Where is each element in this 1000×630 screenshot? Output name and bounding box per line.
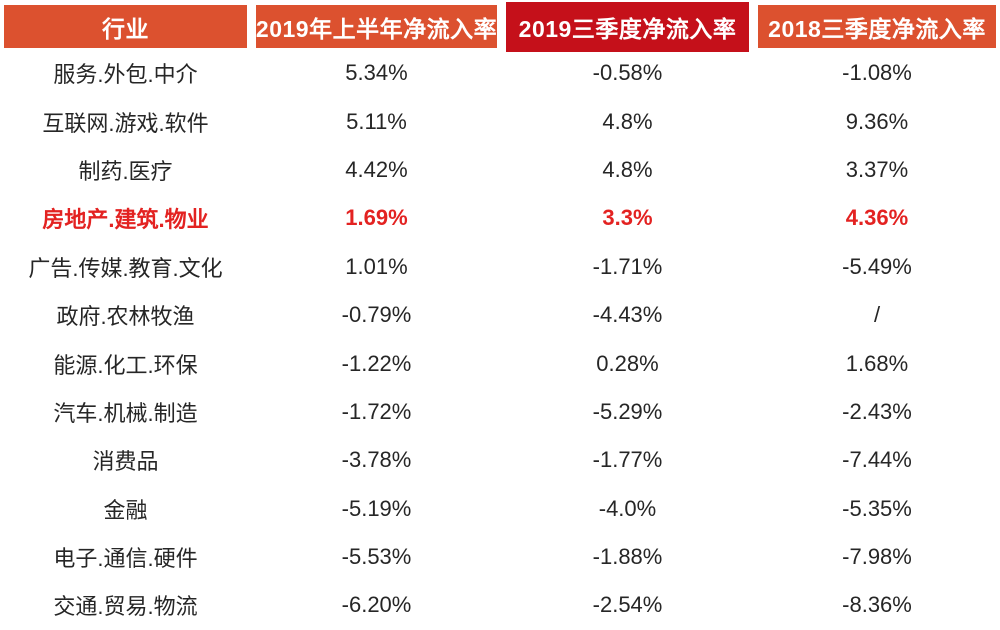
table-row: 政府.农林牧渔 -0.79% -4.43% / (4, 291, 996, 339)
industry-cell: 服务.外包.中介 (53, 62, 198, 88)
value-2019-q3-cell: 4.8% (602, 156, 653, 182)
column-header-2018-q3-net-inflow: 2018三季度净流入率 (758, 5, 996, 48)
industry-cell: 消费品 (92, 449, 159, 475)
value-2019-h1-cell: -0.79% (341, 302, 412, 328)
value-2018-q3-cell: 4.36% (845, 205, 909, 231)
table-row: 消费品 -3.78% -1.77% -7.44% (4, 436, 996, 484)
value-2018-q3-cell: -5.35% (842, 495, 912, 521)
value-2018-q3-cell: / (873, 302, 881, 328)
value-2019-h1-cell: 5.34% (345, 60, 408, 86)
table-header-row: 行业 2019年上半年净流入率 2019三季度净流入率 2018三季度净流入率 (4, 1, 996, 52)
value-2019-q3-cell: -4.43% (592, 302, 663, 328)
value-2019-q3-cell: -0.58% (592, 60, 663, 86)
value-2019-q3-cell: -2.54% (592, 592, 663, 618)
table-row: 交通.贸易.物流 -6.20% -2.54% -8.36% (4, 581, 996, 629)
table-body: 服务.外包.中介 5.34% -0.58% -1.08% 互联网.游戏.软件 5… (4, 48, 996, 630)
table-row: 互联网.游戏.软件 5.11% 4.8% 9.36% (4, 97, 996, 145)
column-header-2019-q3-net-inflow: 2019三季度净流入率 (506, 1, 749, 52)
table-row: 制药.医疗 4.42% 4.8% 3.37% (4, 146, 996, 194)
value-2019-q3-cell: 4.8% (602, 108, 653, 134)
industry-cell: 能源.化工.环保 (53, 352, 198, 378)
table-row: 汽车.机械.制造 -1.72% -5.29% -2.43% (4, 388, 996, 436)
industry-cell: 汽车.机械.制造 (53, 400, 198, 426)
value-2019-q3-cell: 3.3% (602, 205, 653, 231)
value-2019-h1-cell: 1.69% (345, 205, 408, 231)
value-2019-q3-cell: -1.77% (592, 447, 663, 473)
value-2019-q3-cell: -1.71% (592, 253, 663, 279)
value-2018-q3-cell: -2.43% (842, 398, 912, 424)
value-2019-h1-cell: 5.11% (346, 108, 407, 134)
value-2019-q3-cell: -4.0% (598, 495, 657, 521)
value-2019-h1-cell: -3.78% (341, 447, 412, 473)
industry-cell: 互联网.游戏.软件 (42, 110, 209, 136)
industry-cell: 电子.通信.硬件 (53, 546, 198, 572)
value-2018-q3-cell: 1.68% (845, 350, 909, 376)
value-2019-q3-cell: -5.29% (592, 398, 663, 424)
industry-cell: 金融 (103, 497, 148, 523)
table-row: 金融 -5.19% -4.0% -5.35% (4, 485, 996, 533)
industry-cell: 政府.农林牧渔 (56, 304, 195, 330)
industry-cell: 广告.传媒.教育.文化 (28, 255, 223, 281)
industry-cell: 房地产.建筑.物业 (42, 207, 209, 233)
value-2019-h1-cell: -1.72% (341, 398, 412, 424)
column-header-industry: 行业 (4, 5, 247, 48)
value-2019-q3-cell: -1.88% (592, 544, 663, 570)
value-2018-q3-cell: -7.98% (842, 544, 912, 570)
value-2018-q3-cell: -5.49% (842, 253, 912, 279)
table-row: 服务.外包.中介 5.34% -0.58% -1.08% (4, 49, 996, 97)
value-2019-h1-cell: -6.20% (341, 592, 412, 618)
table-row: 房地产.建筑.物业 1.69% 3.3% 4.36% (4, 194, 996, 242)
value-2019-h1-cell: -5.19% (341, 495, 412, 521)
value-2019-q3-cell: 0.28% (596, 350, 659, 376)
table-row: 广告.传媒.教育.文化 1.01% -1.71% -5.49% (4, 243, 996, 291)
column-header-2019-h1-net-inflow: 2019年上半年净流入率 (256, 5, 497, 48)
value-2019-h1-cell: -5.53% (341, 544, 412, 570)
value-2018-q3-cell: 9.36% (845, 108, 909, 134)
value-2018-q3-cell: -1.08% (842, 60, 912, 86)
table-row: 电子.通信.硬件 -5.53% -1.88% -7.98% (4, 533, 996, 581)
industry-cell: 制药.医疗 (78, 158, 173, 184)
value-2019-h1-cell: 1.01% (345, 253, 408, 279)
value-2018-q3-cell: -7.44% (842, 447, 912, 473)
value-2018-q3-cell: 3.37% (845, 156, 909, 182)
industry-cell: 交通.贸易.物流 (53, 594, 198, 620)
value-2019-h1-cell: -1.22% (341, 350, 412, 376)
table-row: 能源.化工.环保 -1.22% 0.28% 1.68% (4, 339, 996, 387)
value-2019-h1-cell: 4.42% (345, 156, 408, 182)
value-2018-q3-cell: -8.36% (842, 592, 912, 618)
